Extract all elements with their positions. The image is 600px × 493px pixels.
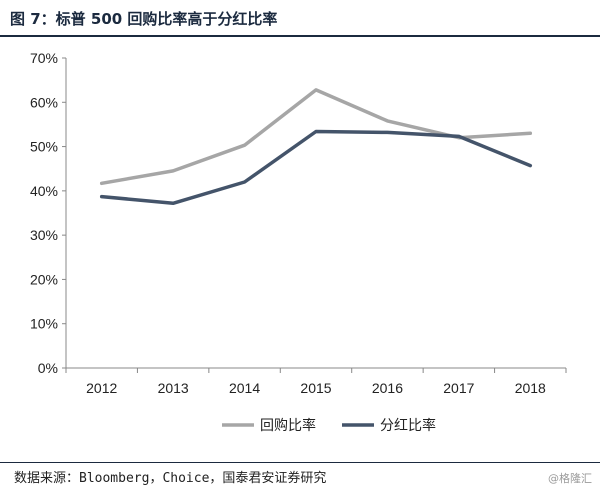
legend-label-dividend: 分红比率 (380, 417, 436, 434)
y-tick-label: 30% (30, 227, 58, 243)
watermark: @格隆汇 (548, 472, 592, 485)
x-tick-label: 2016 (372, 380, 403, 396)
x-axis-ticks: 2012 2013 2014 2015 2016 2017 2018 (65, 368, 567, 396)
title-divider (0, 35, 600, 37)
x-tick-label: 2015 (300, 380, 331, 396)
line-chart: 0% 10% 20% 30% 40% 50% 60% 70% 2012 2013 2014 2015… (30, 50, 567, 434)
x-tick-label: 2014 (229, 380, 260, 396)
figure-title: 图 7：标普 500 回购比率高于分红比率 (10, 10, 278, 28)
y-axis-ticks: 0% 10% 20% 30% 40% 50% 60% 70% (30, 50, 66, 376)
chart-axes (65, 58, 566, 369)
x-tick-label: 2012 (86, 380, 117, 396)
y-tick-label: 50% (30, 139, 58, 155)
series-line-dividend (99, 129, 533, 206)
legend-label-buyback: 回购比率 (260, 417, 316, 434)
y-tick-label: 10% (30, 316, 58, 332)
x-tick-label: 2018 (515, 380, 546, 396)
source-note: 数据来源：Bloomberg，Choice，国泰君安证券研究 (14, 471, 327, 486)
x-tick-label: 2013 (158, 380, 189, 396)
y-tick-label: 0% (38, 360, 58, 376)
y-tick-label: 20% (30, 271, 58, 287)
series-lines (99, 88, 533, 206)
series-line-buyback (99, 88, 533, 186)
y-tick-label: 70% (30, 50, 58, 66)
y-tick-label: 60% (30, 94, 58, 110)
source-divider (0, 462, 600, 463)
x-tick-label: 2017 (443, 380, 474, 396)
chart-legend: 回购比率 分红比率 (222, 417, 436, 434)
y-tick-label: 40% (30, 183, 58, 199)
